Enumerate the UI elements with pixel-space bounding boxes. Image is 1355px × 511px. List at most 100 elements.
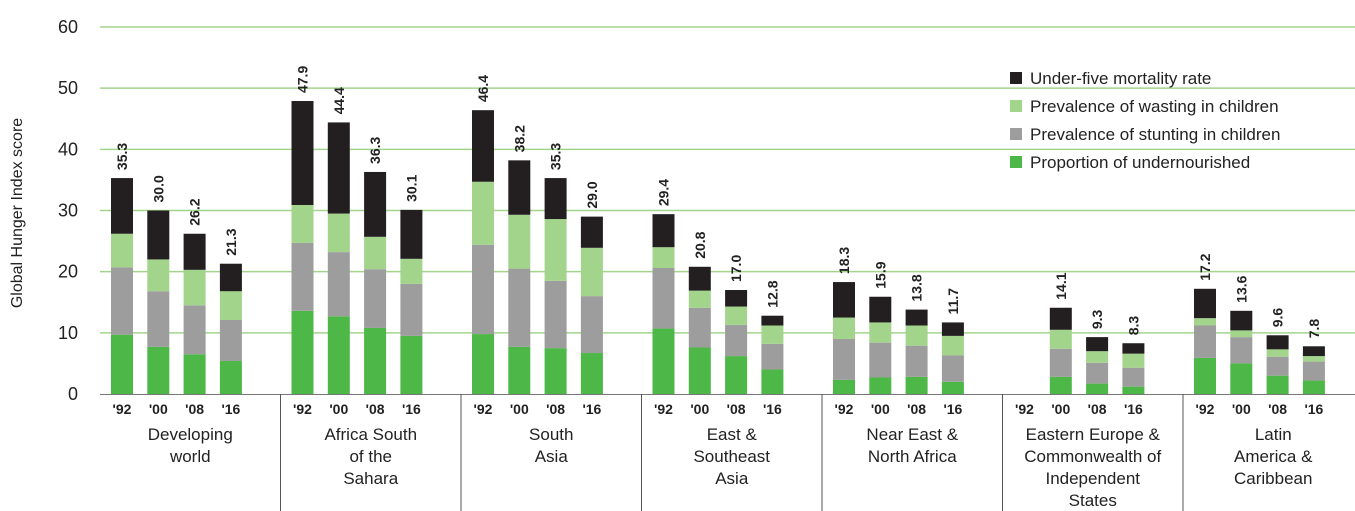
- bar-segment-mortality: [869, 296, 892, 323]
- bar-segment-mortality: [544, 178, 567, 220]
- bar-segment-undernourished: [869, 377, 892, 394]
- bar-total-label: 8.3: [1125, 316, 1141, 336]
- bar-segment-undernourished: [400, 335, 423, 394]
- bar-total-label: 13.6: [1233, 275, 1249, 302]
- group-label: South: [529, 425, 573, 444]
- legend-label: Under-five mortality rate: [1030, 69, 1211, 88]
- group-label: Africa South: [324, 425, 417, 444]
- x-tick-label: '16: [1124, 401, 1143, 417]
- y-axis: 0 10 20 30 40 50 60: [58, 17, 78, 404]
- bar-segment-wasting: [472, 181, 494, 245]
- y-tick-label: 50: [58, 78, 78, 98]
- x-tick-label: '00: [690, 401, 709, 417]
- bar-segment-mortality: [1194, 288, 1216, 319]
- bar-segment-mortality: [725, 290, 748, 307]
- bar-segment-undernourished: [111, 334, 133, 394]
- y-tick-label: 20: [58, 262, 78, 282]
- bar-total-label: 46.4: [475, 75, 491, 102]
- x-tick-label: '08: [727, 401, 746, 417]
- x-tick-label: '16: [943, 401, 962, 417]
- bar-total-label: 9.3: [1089, 309, 1105, 329]
- x-tick-label: '08: [366, 401, 385, 417]
- bar-segment-undernourished: [508, 346, 531, 394]
- bar-segment-undernourished: [1122, 386, 1145, 394]
- bar-segment-stunting: [688, 307, 711, 348]
- bar-segment-stunting: [183, 305, 206, 355]
- bar-segment-mortality: [508, 160, 531, 215]
- bar-segment-stunting: [544, 280, 567, 349]
- bar-segment-stunting: [291, 242, 314, 311]
- group-label: Developing: [148, 425, 233, 444]
- bar-segment-undernourished: [1266, 375, 1289, 394]
- bar-segment-wasting: [147, 259, 170, 292]
- bar-total-label: 17.2: [1197, 253, 1213, 280]
- x-tick-label: '00: [1051, 401, 1070, 417]
- bar-segment-mortality: [1086, 337, 1109, 352]
- bar-segment-stunting: [1049, 348, 1072, 377]
- bar-segment-stunting: [833, 338, 855, 380]
- bar-segment-wasting: [327, 213, 350, 253]
- group-label: Caribbean: [1234, 469, 1312, 488]
- x-tick-label: '92: [835, 401, 854, 417]
- x-tick-label: '92: [654, 401, 673, 417]
- bar-segment-mortality: [688, 266, 711, 291]
- bar-segment-stunting: [147, 291, 170, 347]
- bar-segment-stunting: [1122, 367, 1145, 387]
- bar-segment-mortality: [1230, 310, 1253, 331]
- bar-segment-mortality: [1302, 346, 1325, 357]
- bar-total-label: 36.3: [367, 137, 383, 164]
- legend-label: Prevalence of wasting in children: [1030, 97, 1279, 116]
- bar-segment-undernourished: [580, 353, 603, 394]
- group-label: Sahara: [343, 469, 398, 488]
- group-label: world: [169, 447, 211, 466]
- y-tick-label: 10: [58, 323, 78, 343]
- x-tick-label: '16: [221, 401, 240, 417]
- bar-segment-mortality: [941, 322, 964, 336]
- bar-segment-undernourished: [761, 369, 784, 394]
- bar-segment-stunting: [869, 342, 892, 378]
- bar-total-label: 29.4: [656, 179, 672, 206]
- x-tick-label: '16: [763, 401, 782, 417]
- bar-segment-wasting: [1049, 329, 1072, 349]
- legend-swatch: [1010, 128, 1022, 140]
- bar-segment-undernourished: [941, 381, 964, 394]
- legend-label: Proportion of undernourished: [1030, 153, 1250, 172]
- bar-segment-undernourished: [833, 379, 855, 394]
- y-axis-label: Global Hunger Index score: [9, 118, 26, 308]
- bar-segment-stunting: [472, 244, 494, 335]
- bar-total-label: 18.3: [836, 247, 852, 274]
- bar-segment-wasting: [833, 317, 855, 339]
- x-tick-label: '08: [1088, 401, 1107, 417]
- bar-segment-stunting: [364, 269, 387, 328]
- legend-swatch: [1010, 156, 1022, 168]
- bar-segment-wasting: [1302, 356, 1325, 362]
- group-label: Commonwealth of: [1024, 447, 1161, 466]
- bar-segment-mortality: [1122, 343, 1145, 354]
- bar-segment-wasting: [291, 204, 314, 243]
- bar-segment-stunting: [1302, 361, 1325, 381]
- bar-total-label: 20.8: [692, 231, 708, 258]
- bar-segment-wasting: [219, 291, 242, 320]
- bar-total-label: 21.3: [223, 228, 239, 255]
- bar-segment-stunting: [219, 319, 242, 361]
- bar-segment-undernourished: [1230, 363, 1253, 394]
- x-tick-label: '00: [510, 401, 529, 417]
- bar-segment-undernourished: [291, 310, 314, 394]
- bar-segment-stunting: [652, 267, 675, 329]
- bar-segment-mortality: [652, 214, 675, 248]
- bar-segment-wasting: [183, 269, 206, 306]
- bar-segment-wasting: [508, 214, 531, 269]
- x-tick-label: '00: [1232, 401, 1251, 417]
- bar-segment-wasting: [1266, 349, 1289, 357]
- bar-total-label: 38.2: [511, 125, 527, 152]
- bar-segment-undernourished: [688, 347, 711, 394]
- bar-segment-undernourished: [364, 327, 387, 394]
- x-tick-label: '92: [1196, 401, 1215, 417]
- bar-segment-stunting: [725, 324, 748, 357]
- bar-total-label: 44.4: [331, 87, 347, 114]
- x-tick-label: '92: [293, 401, 312, 417]
- bar-segment-mortality: [147, 210, 170, 260]
- bar-total-label: 47.9: [295, 66, 311, 93]
- bar-segment-undernourished: [1194, 357, 1216, 394]
- x-tick-label: '08: [907, 401, 926, 417]
